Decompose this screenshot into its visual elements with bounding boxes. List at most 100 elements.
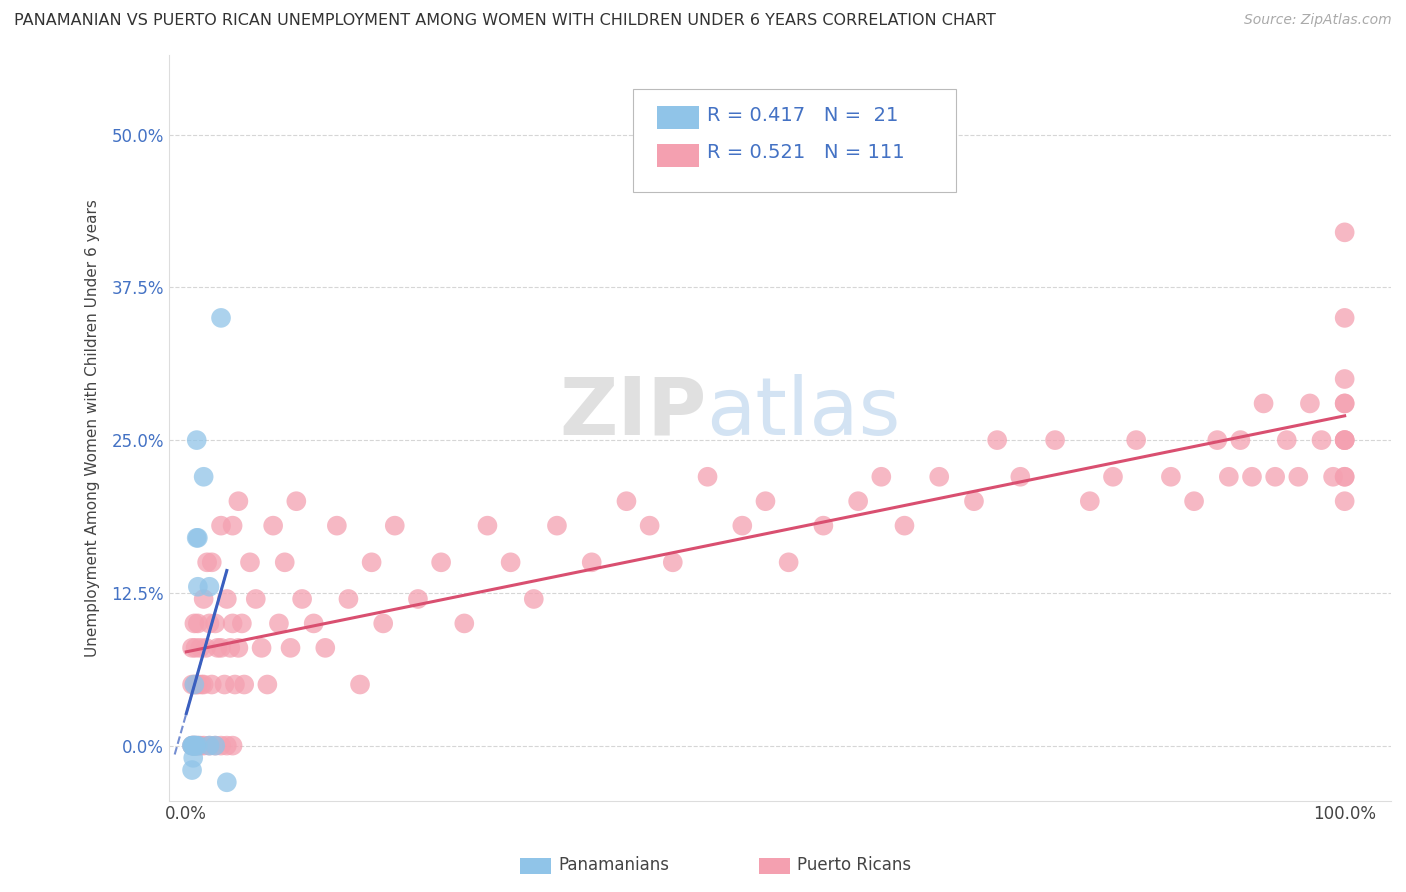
Point (256, 677, 278, 691)
Text: R = 0.417   N =  21: R = 0.417 N = 21 (707, 105, 898, 125)
Point (662, 555, 685, 569)
Point (181, 739, 204, 753)
Point (198, 616, 221, 631)
Point (778, 555, 800, 569)
Point (1010, 469, 1032, 483)
Point (1160, 469, 1182, 483)
Point (201, 677, 224, 691)
Point (207, 640, 229, 655)
Point (291, 591, 314, 606)
Point (233, 677, 256, 691)
Point (184, 739, 207, 753)
Point (453, 616, 475, 631)
Point (187, 739, 209, 753)
Point (384, 518, 406, 533)
Point (963, 494, 986, 508)
Point (187, 580, 209, 594)
Point (1322, 469, 1344, 483)
Point (1333, 433, 1355, 447)
Point (1333, 469, 1355, 483)
Point (1240, 469, 1263, 483)
Point (215, 739, 238, 753)
Point (262, 518, 284, 533)
Point (183, 677, 205, 691)
Point (181, 739, 204, 753)
Point (1229, 433, 1251, 447)
Point (193, 469, 215, 483)
Point (581, 555, 603, 569)
Point (1264, 469, 1286, 483)
Point (221, 739, 243, 753)
Point (183, 677, 205, 691)
Point (616, 494, 638, 508)
Point (193, 677, 215, 691)
Point (181, 751, 204, 765)
Point (221, 616, 243, 631)
Point (314, 640, 336, 655)
Point (187, 677, 209, 691)
Point (181, 739, 204, 753)
Point (209, 518, 232, 533)
Point (285, 494, 308, 508)
Point (1125, 433, 1147, 447)
Point (731, 518, 754, 533)
Point (1078, 494, 1101, 508)
Point (1253, 396, 1275, 410)
Point (1043, 433, 1066, 447)
Point (430, 555, 453, 569)
Point (184, 739, 207, 753)
Text: Panamanians: Panamanians (558, 856, 669, 874)
Point (221, 518, 243, 533)
Point (195, 555, 218, 569)
Point (215, 775, 238, 789)
Point (186, 677, 208, 691)
Point (187, 739, 209, 753)
Point (696, 469, 718, 483)
Point (201, 555, 224, 569)
Point (187, 531, 209, 545)
Point (986, 433, 1008, 447)
Point (1206, 433, 1229, 447)
Point (1275, 433, 1298, 447)
Point (181, 739, 204, 753)
Point (349, 677, 371, 691)
Point (231, 616, 253, 631)
Point (267, 616, 290, 631)
Point (870, 469, 893, 483)
Point (1218, 469, 1240, 483)
Point (181, 763, 204, 777)
Point (245, 591, 267, 606)
Point (1333, 396, 1355, 410)
Point (1333, 396, 1355, 410)
Point (209, 640, 232, 655)
Point (183, 616, 205, 631)
Point (186, 433, 208, 447)
Point (1102, 469, 1125, 483)
Point (181, 739, 204, 753)
Point (337, 591, 360, 606)
Point (215, 591, 238, 606)
Point (224, 677, 246, 691)
Point (326, 518, 349, 533)
Point (1182, 494, 1205, 508)
Point (893, 518, 915, 533)
Point (183, 739, 205, 753)
Point (638, 518, 661, 533)
Point (198, 739, 221, 753)
Text: Source: ZipAtlas.com: Source: ZipAtlas.com (1244, 13, 1392, 28)
Point (204, 739, 226, 753)
Point (1333, 433, 1355, 447)
Point (1310, 433, 1333, 447)
Point (274, 555, 297, 569)
Point (1333, 494, 1355, 508)
Point (184, 640, 207, 655)
Point (186, 531, 208, 545)
Point (546, 518, 568, 533)
Point (1333, 433, 1355, 447)
Text: ZIP: ZIP (560, 374, 707, 452)
Point (198, 739, 221, 753)
Point (754, 494, 776, 508)
Text: Puerto Ricans: Puerto Ricans (797, 856, 911, 874)
Point (204, 616, 226, 631)
Point (1333, 225, 1355, 239)
